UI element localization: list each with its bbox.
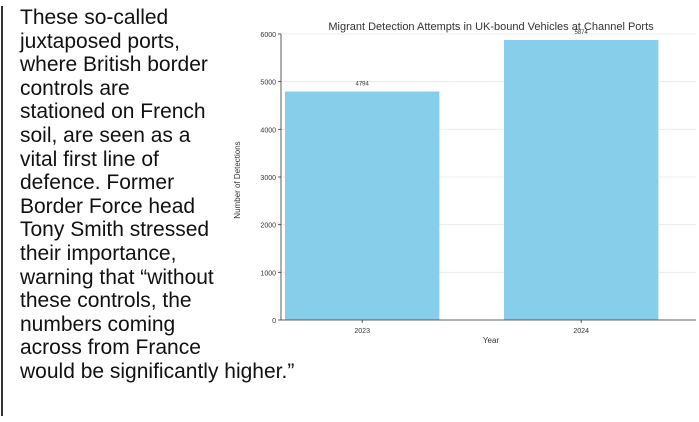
- y-tick-label: 0: [272, 318, 276, 325]
- x-tick-label: 2023: [354, 328, 370, 335]
- article-paragraph: These so-called juxtaposed ports, where …: [20, 6, 295, 383]
- chart-title: Migrant Detection Attempts in UK-bound V…: [328, 21, 654, 33]
- x-tick-labels: 2023 2024: [354, 320, 589, 335]
- y-tick-label: 2000: [260, 223, 276, 230]
- y-tick-label: 6000: [260, 32, 276, 39]
- data-label-2023: 4794: [356, 81, 370, 87]
- y-tick-label: 5000: [260, 80, 276, 87]
- bar-chart: Migrant Detection Attempts in UK-bound V…: [233, 21, 696, 345]
- y-tick-label: 4000: [260, 127, 276, 134]
- y-axis-label: Number of Detections: [233, 141, 242, 218]
- x-axis-label: Year: [483, 336, 500, 345]
- chart-figure: Migrant Detection Attempts in UK-bound V…: [226, 6, 696, 351]
- article-body: Migrant Detection Attempts in UK-bound V…: [20, 6, 696, 384]
- y-tick-labels: 0 1000 2000 3000 4000 5000 6000: [260, 32, 281, 325]
- data-label-2024: 5874: [575, 30, 589, 36]
- x-tick-label: 2024: [573, 328, 589, 335]
- bars: 4794 5874: [285, 30, 659, 321]
- y-tick-label: 3000: [260, 175, 276, 182]
- bar-2024: [504, 40, 659, 320]
- bar-2023: [285, 91, 440, 321]
- left-rule: [1, 6, 3, 416]
- y-tick-label: 1000: [260, 270, 276, 277]
